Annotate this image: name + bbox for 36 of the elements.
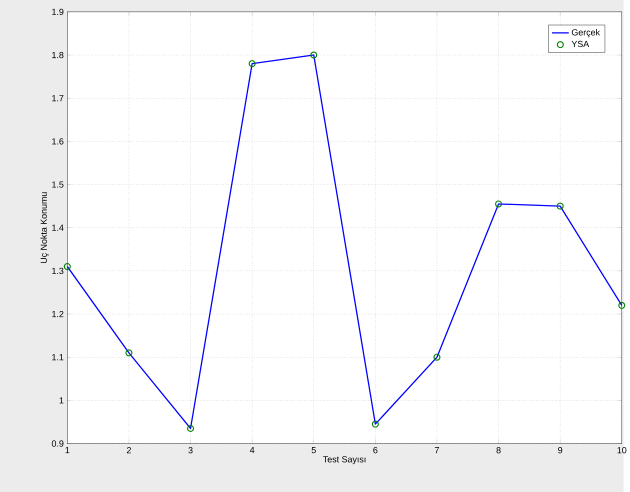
legend-label: Gerçek [572,28,600,38]
point [187,424,194,432]
y-tick-label: 1.9 [52,8,64,15]
point [372,420,379,428]
x-tick-label: 8 [496,447,501,454]
y-tick-label: 1.4 [52,224,64,231]
x-tick-label: 6 [373,447,378,454]
point [556,202,564,210]
x-tick-label: 3 [188,447,193,454]
point [125,349,132,356]
point [495,200,502,208]
x-axis-title: Test Sayısı [323,456,366,464]
x-tick-label: 2 [126,447,131,454]
point [310,52,318,59]
y-tick-label: 1.5 [52,181,64,188]
x-tick-label: 9 [558,447,562,454]
point [618,302,626,309]
y-tick-label: 1 [60,397,64,404]
x-tick-label: 1 [66,447,70,454]
y-tick-label: 1.3 [52,268,64,274]
point [248,60,256,68]
y-tick-label: 1.1 [52,354,64,360]
x-tick-label: 4 [250,447,254,454]
x-tick-label: 10 [618,447,626,454]
y-axis-title: Uç Nokta Konumu [40,192,49,264]
y-tick-label: 1.2 [52,310,64,318]
x-tick-label: 5 [312,447,316,454]
y-tick-label: 1.8 [52,52,64,58]
x-tick-label: 7 [434,447,439,454]
y-tick-label: 1.7 [52,95,64,102]
legend-label: YSA [572,40,590,48]
line-series [67,54,622,430]
y-tick-label: 0.9 [52,440,64,447]
point [433,354,440,361]
y-tick-label: 1.6 [52,138,64,144]
point [64,263,71,270]
